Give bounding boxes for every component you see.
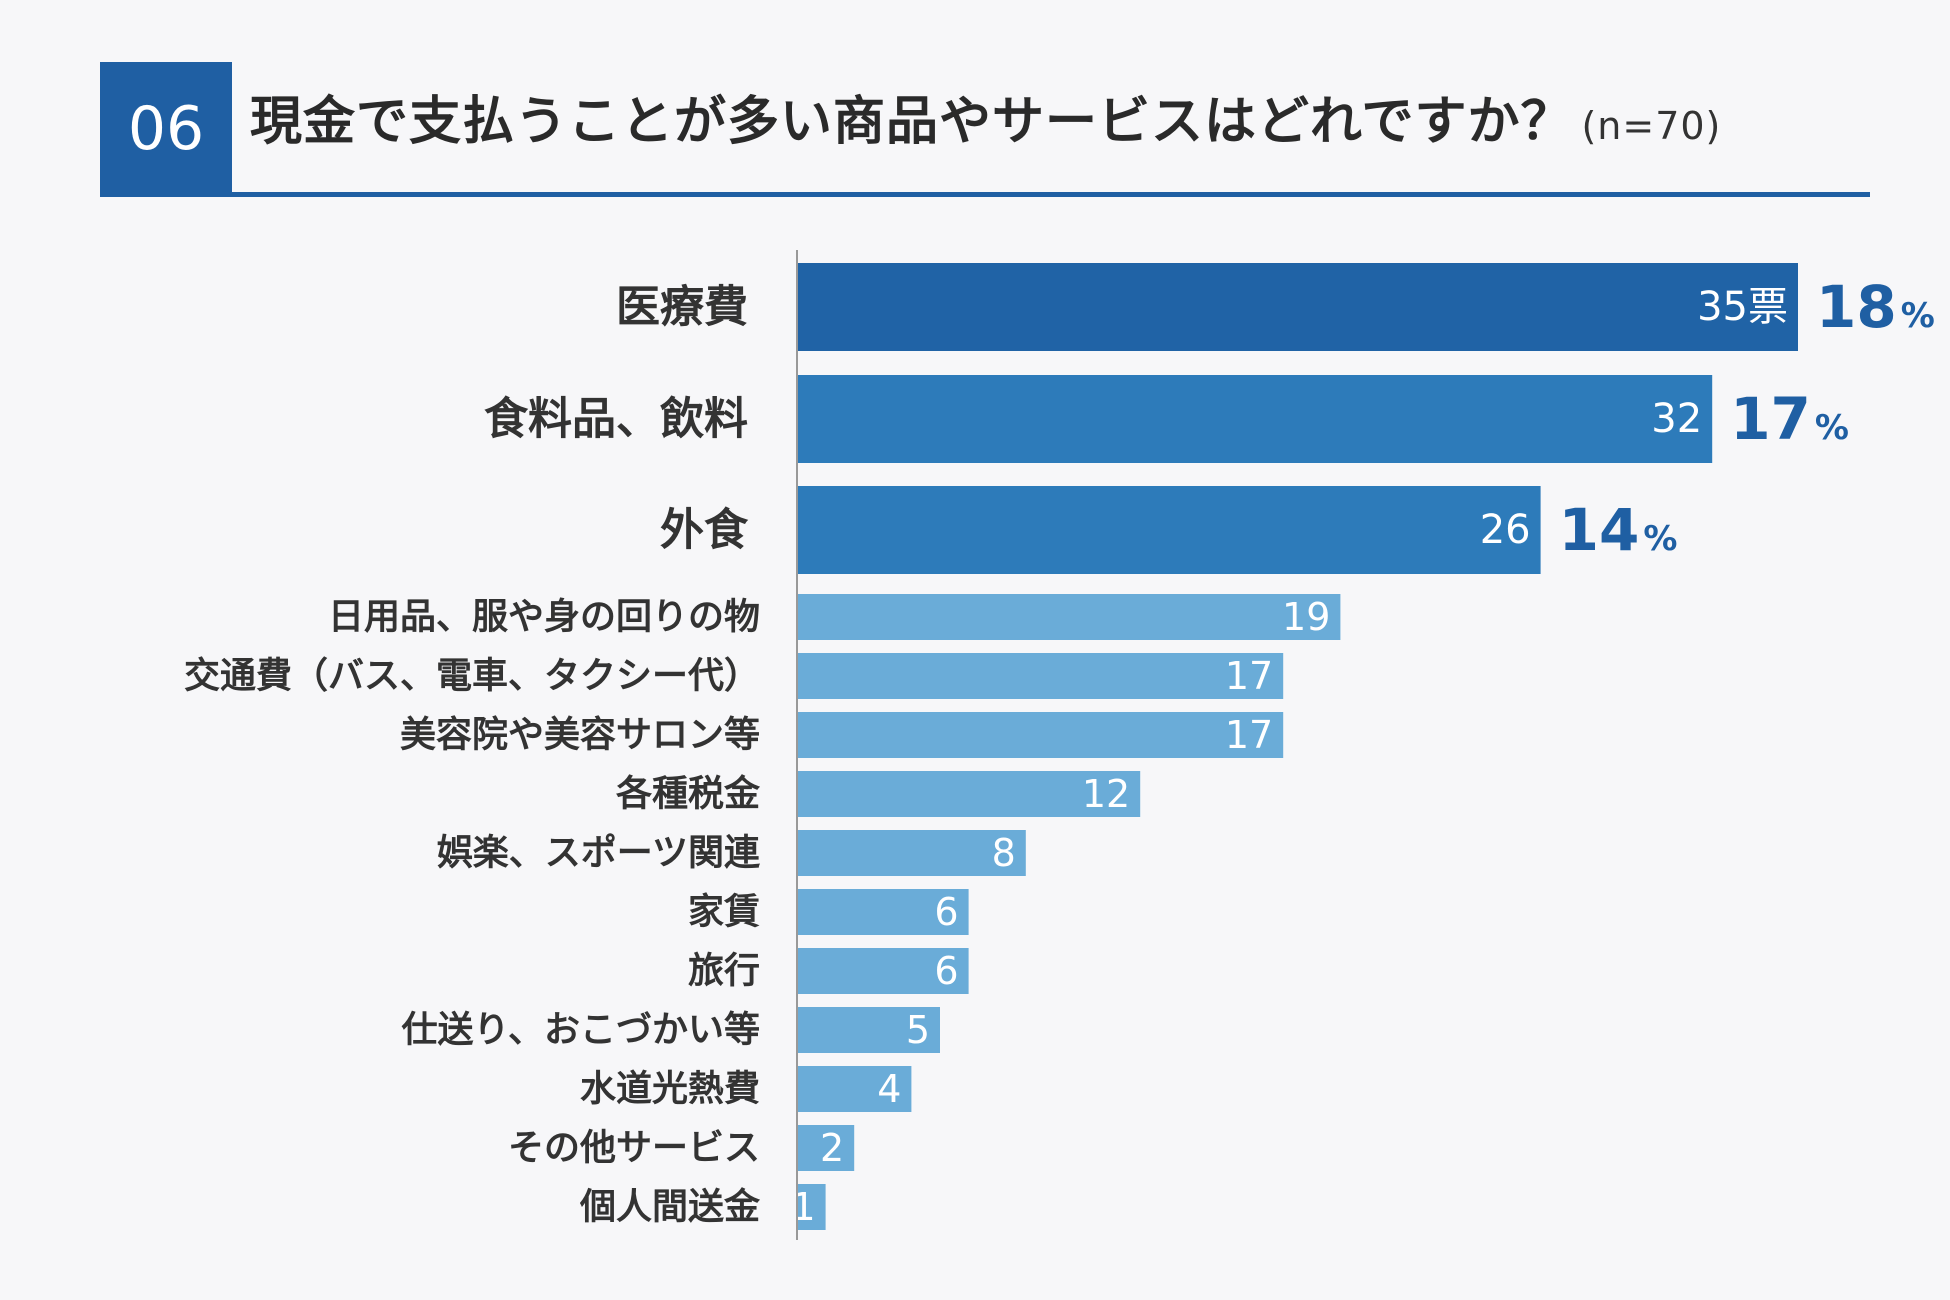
bar-7 bbox=[797, 771, 1141, 817]
value-label-13: 2 bbox=[820, 1126, 844, 1170]
value-label-7: 12 bbox=[1082, 772, 1130, 816]
percent-value: 14 bbox=[1559, 496, 1640, 564]
percent-label-3: 14% bbox=[1559, 496, 1678, 564]
value-label-14: 1 bbox=[791, 1185, 815, 1229]
category-label-12: 水道光熱費 bbox=[580, 1069, 760, 1110]
bar-3 bbox=[797, 486, 1541, 574]
category-label-1: 医療費 bbox=[616, 282, 748, 333]
value-label-2: 32 bbox=[1651, 396, 1702, 442]
category-label-9: 家賃 bbox=[688, 892, 760, 933]
category-label-3: 外食 bbox=[660, 505, 749, 556]
bar-1 bbox=[797, 263, 1798, 351]
value-label-1: 35票 bbox=[1697, 284, 1788, 330]
category-label-14: 個人間送金 bbox=[579, 1186, 761, 1228]
header-underline bbox=[100, 192, 1870, 197]
value-label-12: 4 bbox=[877, 1067, 901, 1111]
percent-label-1: 18% bbox=[1816, 273, 1935, 341]
chart-header: 06 現金で支払うことが多い商品やサービスはどれですか？ (n=70) bbox=[100, 62, 1870, 197]
bar-5 bbox=[797, 653, 1284, 699]
category-label-10: 旅行 bbox=[688, 951, 760, 992]
bar-11 bbox=[797, 1007, 940, 1053]
sample-size-label: (n=70) bbox=[1581, 104, 1722, 148]
category-label-6: 美容院や美容サロン等 bbox=[400, 715, 760, 756]
percent-unit: % bbox=[1643, 519, 1677, 559]
category-label-8: 娯楽、スポーツ関連 bbox=[437, 832, 761, 874]
title-text: 現金で支払うことが多い商品やサービスはどれですか？ bbox=[250, 92, 1574, 152]
category-label-11: 仕送り、おこづかい等 bbox=[401, 1010, 760, 1051]
bar-10 bbox=[797, 948, 969, 994]
category-label-2: 食料品、飲料 bbox=[484, 394, 748, 445]
value-label-5: 17 bbox=[1225, 654, 1273, 698]
bar-14 bbox=[797, 1184, 826, 1230]
bar-8 bbox=[797, 830, 1026, 876]
value-label-9: 6 bbox=[934, 890, 958, 934]
bar-6 bbox=[797, 712, 1284, 758]
percent-value: 18 bbox=[1816, 273, 1897, 341]
category-label-7: 各種税金 bbox=[616, 773, 761, 815]
bar-4 bbox=[797, 594, 1341, 640]
category-label-13: その他サービス bbox=[508, 1128, 760, 1169]
value-label-8: 8 bbox=[992, 831, 1016, 875]
value-label-10: 6 bbox=[934, 949, 958, 993]
value-label-4: 19 bbox=[1282, 595, 1330, 639]
value-label-11: 5 bbox=[906, 1008, 930, 1052]
value-label-6: 17 bbox=[1225, 713, 1273, 757]
category-label-4: 日用品、服や身の回りの物 bbox=[328, 597, 760, 638]
category-label-5: 交通費（バス、電車、タクシー代） bbox=[184, 655, 760, 697]
bar-13 bbox=[797, 1125, 855, 1171]
bar-9 bbox=[797, 889, 969, 935]
percent-value: 17 bbox=[1730, 385, 1811, 453]
percent-label-2: 17% bbox=[1730, 385, 1849, 453]
bar-2 bbox=[797, 375, 1713, 463]
value-label-3: 26 bbox=[1480, 507, 1531, 553]
percent-unit: % bbox=[1901, 296, 1935, 336]
percent-unit: % bbox=[1815, 408, 1849, 448]
question-number-badge: 06 bbox=[100, 62, 232, 196]
bar-12 bbox=[797, 1066, 912, 1112]
chart-title: 現金で支払うことが多い商品やサービスはどれですか？ (n=70) bbox=[250, 62, 1721, 196]
